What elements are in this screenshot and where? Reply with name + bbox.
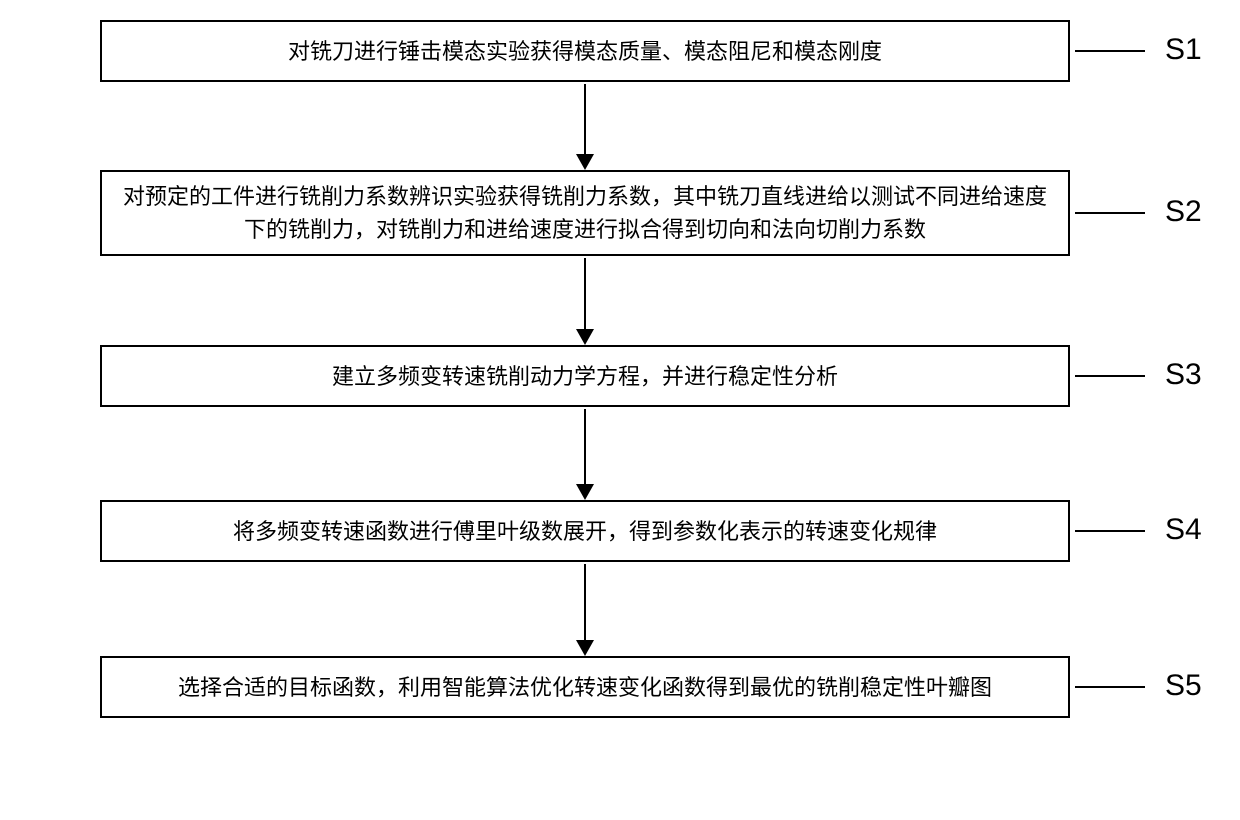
step-text-s3: 建立多频变转速铣削动力学方程，并进行稳定性分析 — [332, 360, 838, 393]
step-box-s5: 选择合适的目标函数，利用智能算法优化转速变化函数得到最优的铣削稳定性叶瓣图 — [100, 656, 1070, 718]
step-box-s2: 对预定的工件进行铣削力系数辨识实验获得铣削力系数，其中铣刀直线进给以测试不同进给… — [100, 170, 1070, 256]
step-text-s5: 选择合适的目标函数，利用智能算法优化转速变化函数得到最优的铣削稳定性叶瓣图 — [178, 671, 992, 704]
connector-s4-s5 — [584, 564, 586, 640]
step-dash-s2 — [1075, 212, 1145, 214]
step-dash-s5 — [1075, 686, 1145, 688]
step-box-s1: 对铣刀进行锤击模态实验获得模态质量、模态阻尼和模态刚度 — [100, 20, 1070, 82]
step-label-s5: S5 — [1165, 669, 1202, 703]
connector-s1-s2 — [584, 84, 586, 154]
step-label-s4: S4 — [1165, 513, 1202, 547]
arrowhead-s4 — [576, 484, 594, 500]
arrowhead-s5 — [576, 640, 594, 656]
step-dash-s1 — [1075, 50, 1145, 52]
step-box-s3: 建立多频变转速铣削动力学方程，并进行稳定性分析 — [100, 345, 1070, 407]
step-label-s3: S3 — [1165, 358, 1202, 392]
step-label-s1: S1 — [1165, 33, 1202, 67]
step-box-s4: 将多频变转速函数进行傅里叶级数展开，得到参数化表示的转速变化规律 — [100, 500, 1070, 562]
arrowhead-s2 — [576, 154, 594, 170]
step-text-s1: 对铣刀进行锤击模态实验获得模态质量、模态阻尼和模态刚度 — [288, 35, 882, 68]
step-dash-s4 — [1075, 530, 1145, 532]
step-dash-s3 — [1075, 375, 1145, 377]
connector-s3-s4 — [584, 409, 586, 484]
step-text-s2: 对预定的工件进行铣削力系数辨识实验获得铣削力系数，其中铣刀直线进给以测试不同进给… — [122, 180, 1048, 246]
flowchart-canvas: 对铣刀进行锤击模态实验获得模态质量、模态阻尼和模态刚度 S1 对预定的工件进行铣削力… — [0, 0, 1240, 820]
step-text-s4: 将多频变转速函数进行傅里叶级数展开，得到参数化表示的转速变化规律 — [233, 515, 937, 548]
step-label-s2: S2 — [1165, 195, 1202, 229]
connector-s2-s3 — [584, 258, 586, 329]
arrowhead-s3 — [576, 329, 594, 345]
